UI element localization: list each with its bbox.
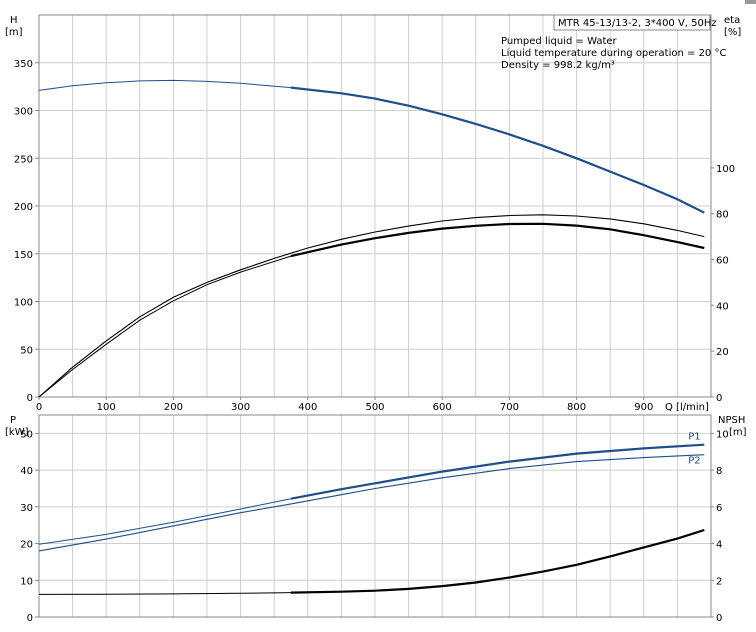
series-labels: P1 P2 bbox=[688, 432, 700, 467]
bottom-y2-axis-unit: [m] bbox=[729, 427, 747, 438]
y-tick-label: 10 bbox=[20, 576, 33, 587]
bottom-y-axis-unit: [kW] bbox=[5, 427, 29, 438]
y-tick-label: 50 bbox=[20, 429, 33, 440]
x-axis-label: Q [l/min] bbox=[665, 402, 709, 413]
y-tick-label: 50 bbox=[20, 345, 33, 356]
x-tick-label: 100 bbox=[97, 402, 116, 413]
grid-lines bbox=[39, 15, 711, 617]
y2-tick-label: 4 bbox=[716, 540, 722, 551]
x-tick-label: 300 bbox=[231, 402, 250, 413]
annotation-density: Density = 998.2 kg/m³ bbox=[501, 60, 615, 71]
annotation-liquid: Pumped liquid = Water bbox=[501, 36, 618, 47]
y2-tick-label: 60 bbox=[716, 256, 729, 267]
y2-tick-label: 80 bbox=[716, 210, 729, 221]
y2-tick-label: 2 bbox=[716, 576, 722, 587]
efficiency-2-curve-extended bbox=[38, 255, 292, 398]
x-tick-label: 0 bbox=[36, 402, 42, 413]
top-y-axis-unit: [m] bbox=[5, 27, 23, 38]
y2-tick-label: 0 bbox=[716, 393, 722, 404]
info-box bbox=[553, 14, 711, 31]
efficiency-2-curve bbox=[290, 222, 705, 258]
x-tick-label: 400 bbox=[298, 402, 317, 413]
head-curve-extended bbox=[38, 79, 292, 91]
x-tick-label: 700 bbox=[500, 402, 519, 413]
p2-curve bbox=[38, 454, 705, 552]
data-series bbox=[38, 79, 705, 595]
series-label-p2: P2 bbox=[688, 456, 700, 467]
x-tick-label: 600 bbox=[433, 402, 452, 413]
y-tick-label: 200 bbox=[14, 202, 33, 213]
y2-tick-label: 20 bbox=[716, 347, 729, 358]
y-tick-label: 250 bbox=[14, 154, 33, 165]
x-tick-label: 500 bbox=[365, 402, 384, 413]
npsh-curve-extended bbox=[38, 592, 292, 595]
y2-tick-label: 8 bbox=[716, 466, 722, 477]
x-tick-label: 900 bbox=[634, 402, 653, 413]
y-tick-label: 30 bbox=[20, 503, 33, 514]
top-y2-axis-unit: [%] bbox=[724, 27, 741, 38]
plot-frame-power-npsh bbox=[38, 414, 712, 618]
p1-curve bbox=[290, 443, 705, 500]
bottom-y2-axis-label: NPSH bbox=[718, 415, 745, 426]
bottom-y-axis-label: P bbox=[10, 415, 16, 426]
y2-tick-label: 0 bbox=[716, 613, 722, 624]
y2-tick-label: 6 bbox=[716, 503, 722, 514]
y-tick-label: 350 bbox=[14, 59, 33, 70]
y-tick-label: 0 bbox=[27, 393, 33, 404]
npsh-curve bbox=[290, 528, 705, 594]
top-y-axis-label: H bbox=[10, 15, 18, 26]
y-tick-label: 150 bbox=[14, 250, 33, 261]
x-tick-label: 200 bbox=[164, 402, 183, 413]
y2-tick-label: 10 bbox=[716, 429, 729, 440]
annotation-temperature: Liquid temperature during operation = 20… bbox=[501, 48, 726, 59]
y-tick-label: 300 bbox=[14, 107, 33, 118]
y-tick-label: 40 bbox=[20, 466, 33, 477]
efficiency-1-curve bbox=[38, 214, 705, 398]
info-box-text: MTR 45-13/13-2, 3*400 V, 50Hz bbox=[558, 18, 717, 29]
y-tick-label: 20 bbox=[20, 540, 33, 551]
y2-tick-label: 40 bbox=[716, 301, 729, 312]
y-tick-label: 0 bbox=[27, 613, 33, 624]
series-label-p1: P1 bbox=[688, 432, 700, 443]
y-tick-label: 100 bbox=[14, 298, 33, 309]
top-y2-axis-label: eta bbox=[724, 15, 740, 26]
y2-tick-label: 100 bbox=[716, 164, 735, 175]
corner-marker bbox=[745, 0, 756, 4]
x-tick-label: 800 bbox=[567, 402, 586, 413]
p1-curve-extended bbox=[38, 498, 292, 545]
head-curve bbox=[290, 86, 705, 214]
